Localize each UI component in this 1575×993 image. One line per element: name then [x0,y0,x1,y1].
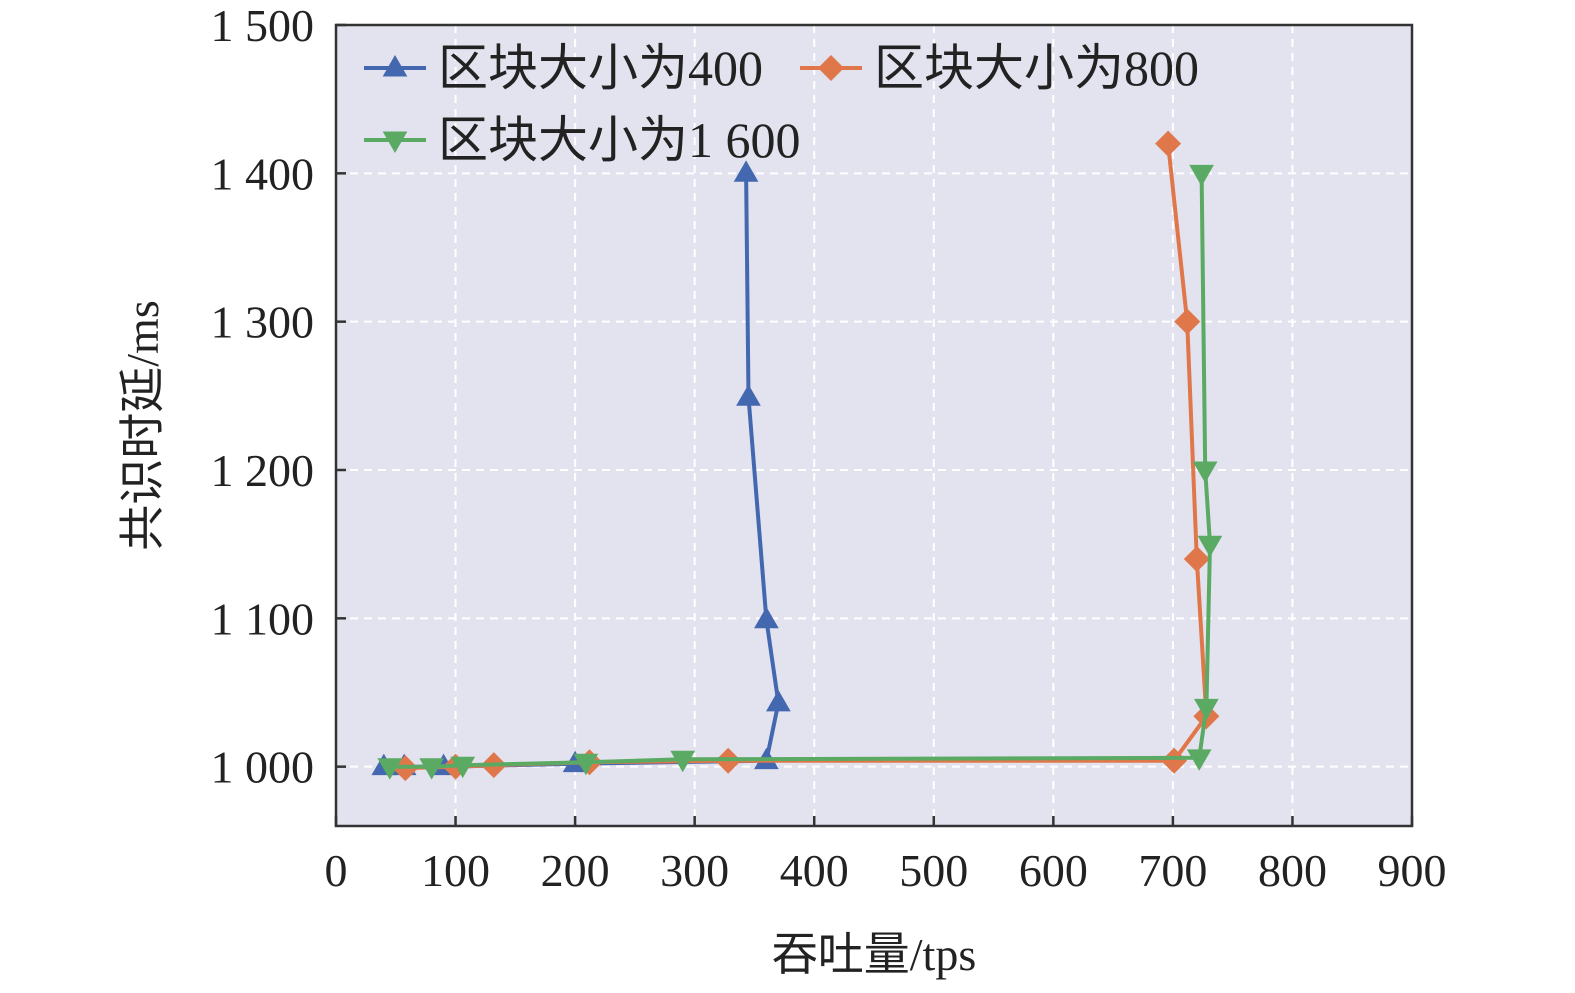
data-point [1186,749,1212,771]
x-tick-label: 0 [325,845,348,896]
y-tick-label: 1 000 [211,742,315,793]
ticks: 0 100 200 300 400 500 600 700 800 900 1 000 1 100 1 … [211,0,1447,896]
x-tick-label: 300 [660,845,729,896]
x-tick-label: 200 [541,845,610,896]
data-point [1192,461,1218,483]
plot-frame [334,23,1414,828]
y-tick-label: 1 500 [211,0,315,51]
legend-entry: 区块大小为1 600 [364,112,801,168]
data-point [670,750,696,773]
x-axis-label: 吞吐量/tps [772,929,976,980]
y-tick-label: 1 300 [211,297,315,348]
data-point [377,758,403,780]
series-3 [377,164,1223,780]
y-tick-label: 1 100 [211,593,315,644]
data-point [1197,535,1223,558]
data-point [733,160,759,182]
legend-entry: 区块大小为400 [364,40,763,96]
x-tick-label: 100 [421,845,490,896]
legend-marker [382,55,408,77]
grid [336,25,1412,826]
data-point [736,384,761,406]
series-layer [371,130,1223,782]
y-tick-label: 1 200 [211,445,315,496]
x-tick-label: 500 [899,845,968,896]
series-line [389,173,1212,769]
data-point [1189,164,1214,187]
data-point [1183,546,1210,572]
data-point [1155,130,1182,157]
legend-label: 区块大小为400 [438,40,763,96]
data-point [754,606,779,629]
data-point [450,756,476,779]
legend-label: 区块大小为800 [874,40,1199,96]
legend-marker [818,55,844,81]
data-point [766,689,791,712]
legend: 区块大小为400 区块大小为800 区块大小为1 600 [364,40,1199,168]
x-tick-label: 700 [1138,845,1207,896]
legend-label: 区块大小为1 600 [438,112,801,168]
x-tick-label: 600 [1019,845,1088,896]
y-tick-label: 1 400 [211,148,315,199]
legend-entry: 区块大小为800 [800,40,1199,96]
plot-background [336,25,1412,826]
x-tick-label: 900 [1378,845,1447,896]
data-point [1194,698,1219,721]
x-tick-label: 800 [1258,845,1327,896]
y-axis-label: 共识时延/ms [117,300,168,550]
data-point [1174,308,1201,335]
data-point [419,758,444,780]
legend-marker [382,131,408,153]
data-point [573,753,599,776]
x-tick-label: 400 [780,845,849,896]
data-point [1161,747,1188,774]
